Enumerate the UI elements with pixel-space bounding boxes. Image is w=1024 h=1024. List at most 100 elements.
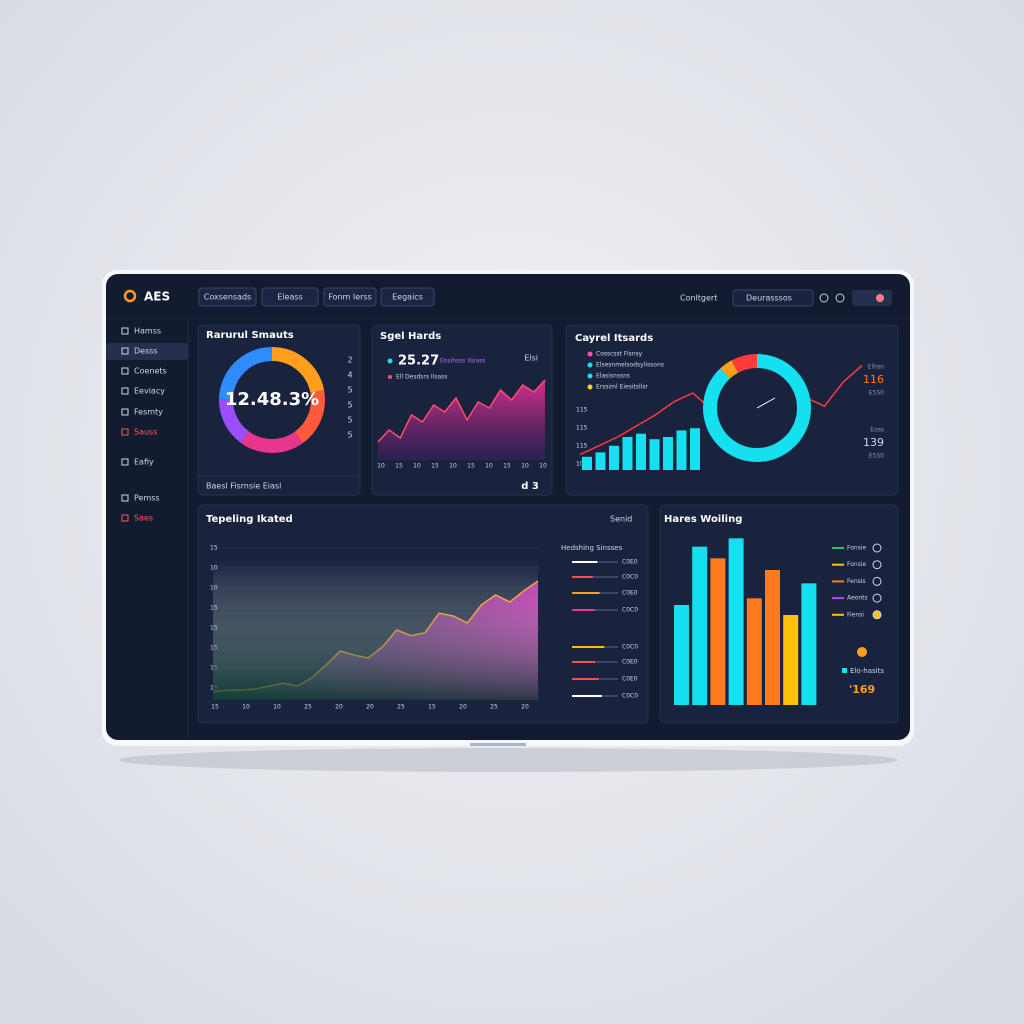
tab[interactable] bbox=[261, 287, 319, 307]
side-value: E5S0 bbox=[869, 390, 884, 397]
scale-label: 5 bbox=[347, 386, 352, 395]
icon[interactable] bbox=[835, 293, 845, 303]
x-tick-label: 20 bbox=[459, 704, 467, 711]
tab[interactable] bbox=[380, 287, 435, 307]
nav-icon[interactable] bbox=[121, 494, 129, 502]
legend-label: Fiensi bbox=[847, 611, 864, 618]
x-tick-label: 15 bbox=[428, 704, 436, 711]
panel-title: Tepeling Ikated bbox=[206, 514, 293, 525]
tab-label[interactable]: Fonm Ierss bbox=[328, 293, 372, 302]
nav-item[interactable]: Pemss bbox=[134, 494, 160, 503]
legend-label: Elsesnmelsodsylissons bbox=[596, 362, 664, 369]
area-shade bbox=[213, 560, 538, 700]
y-tick-label: 15 bbox=[210, 545, 218, 552]
bar bbox=[710, 558, 726, 705]
legend-icon bbox=[872, 610, 882, 620]
search-placeholder[interactable]: Deurasssos bbox=[746, 294, 792, 303]
side-value: Eoss bbox=[870, 427, 884, 434]
nav-item[interactable]: Saes bbox=[134, 514, 153, 523]
legend-label: Ell Desdsrs Ilsass bbox=[396, 374, 447, 381]
panel-footer: Baesl Fisrnsie Eiasl bbox=[206, 482, 281, 491]
tab-label[interactable]: Eegaics bbox=[392, 293, 423, 302]
nav-icon[interactable] bbox=[121, 347, 129, 355]
tab-label[interactable]: Eleass bbox=[277, 293, 302, 302]
legend-label: Elasisnssns bbox=[596, 373, 630, 380]
search-box[interactable] bbox=[732, 289, 814, 307]
side-value: E5S0 bbox=[869, 453, 884, 460]
scale-label: 5 bbox=[347, 401, 352, 410]
tab[interactable] bbox=[323, 287, 377, 307]
nav-icon[interactable] bbox=[121, 428, 129, 436]
nav-icon[interactable] bbox=[121, 408, 129, 416]
menu[interactable]: Conltgert bbox=[680, 294, 717, 303]
nav-item[interactable]: Eeviacy bbox=[134, 387, 165, 396]
legend-dot bbox=[587, 362, 593, 368]
legend-icon bbox=[872, 543, 882, 553]
dot bbox=[388, 375, 392, 379]
nav-item[interactable]: Coenets bbox=[134, 367, 167, 376]
bar bbox=[663, 437, 673, 470]
bar bbox=[622, 437, 633, 470]
total: '169 bbox=[849, 683, 875, 696]
shadow bbox=[118, 748, 898, 772]
nav-icon[interactable] bbox=[121, 387, 129, 395]
nav-item[interactable]: Fesmty bbox=[134, 408, 163, 417]
scale-label: 5 bbox=[347, 416, 352, 425]
donut-segment bbox=[219, 347, 325, 453]
pager: d 3 bbox=[521, 481, 539, 492]
legend-icon bbox=[872, 593, 882, 603]
scale-label: 2 bbox=[347, 356, 352, 365]
tab-label[interactable]: Coxsensads bbox=[204, 293, 251, 302]
x-tick-label: 20 bbox=[521, 704, 529, 711]
scale-label: 4 bbox=[347, 371, 352, 380]
x-tick-label: 25 bbox=[397, 704, 405, 711]
nav-item[interactable]: Desss bbox=[134, 347, 158, 356]
x-tick-label: 15 bbox=[211, 704, 219, 711]
nav-icon[interactable] bbox=[121, 367, 129, 375]
nav-icon[interactable] bbox=[121, 514, 129, 522]
legend-label: Erssiml Eiesitsllsr bbox=[596, 384, 648, 391]
legend-dot bbox=[587, 384, 593, 390]
avatar[interactable] bbox=[876, 294, 884, 302]
icon[interactable] bbox=[819, 293, 829, 303]
legend-label: Fonsie bbox=[847, 545, 867, 552]
panel-title: Sgel Hards bbox=[380, 331, 441, 342]
x-tick-label: 10 bbox=[242, 704, 250, 711]
nav-icon[interactable] bbox=[121, 458, 129, 466]
legend-dot bbox=[587, 373, 593, 379]
x-tick-label: 10 bbox=[449, 463, 457, 470]
nav-item[interactable]: Hamss bbox=[134, 327, 161, 336]
x-tick-label: 15 bbox=[431, 463, 439, 470]
nav-item[interactable]: Eafiy bbox=[134, 458, 154, 467]
stand bbox=[470, 743, 526, 746]
x-tick-label: 10 bbox=[273, 704, 281, 711]
x-tick-label: 10 bbox=[485, 463, 493, 470]
row-value: C0C0 bbox=[622, 644, 638, 651]
donut-segment bbox=[219, 347, 325, 453]
nav-icon[interactable] bbox=[121, 327, 129, 335]
bar bbox=[676, 430, 687, 470]
side-value: Elhsn bbox=[868, 364, 884, 371]
kpi-value: 25.27 bbox=[398, 354, 439, 369]
y-tick-label: 115 bbox=[576, 443, 588, 450]
nav-item[interactable]: Sauss bbox=[134, 428, 157, 437]
legend-icon bbox=[872, 560, 882, 570]
bar bbox=[746, 598, 762, 705]
row-value: C0E0 bbox=[622, 676, 638, 683]
bar bbox=[609, 445, 619, 470]
tag: Elo-hasits bbox=[850, 667, 884, 675]
logo bbox=[123, 289, 137, 303]
x-tick-label: 10 bbox=[521, 463, 529, 470]
legend-label: Aeonts bbox=[847, 595, 868, 602]
gauge-needle bbox=[756, 397, 776, 409]
row-value: C0C0 bbox=[622, 574, 638, 581]
user-box[interactable] bbox=[852, 290, 892, 306]
dot bbox=[387, 358, 393, 364]
x-tick-label: 10 bbox=[413, 463, 421, 470]
x-tick-label: 25 bbox=[490, 704, 498, 711]
side-value: 116 bbox=[863, 373, 884, 386]
dropdown[interactable]: Senid bbox=[610, 515, 632, 524]
tab[interactable] bbox=[198, 287, 257, 307]
bar bbox=[728, 538, 744, 705]
y-tick-label: 115 bbox=[576, 425, 588, 432]
